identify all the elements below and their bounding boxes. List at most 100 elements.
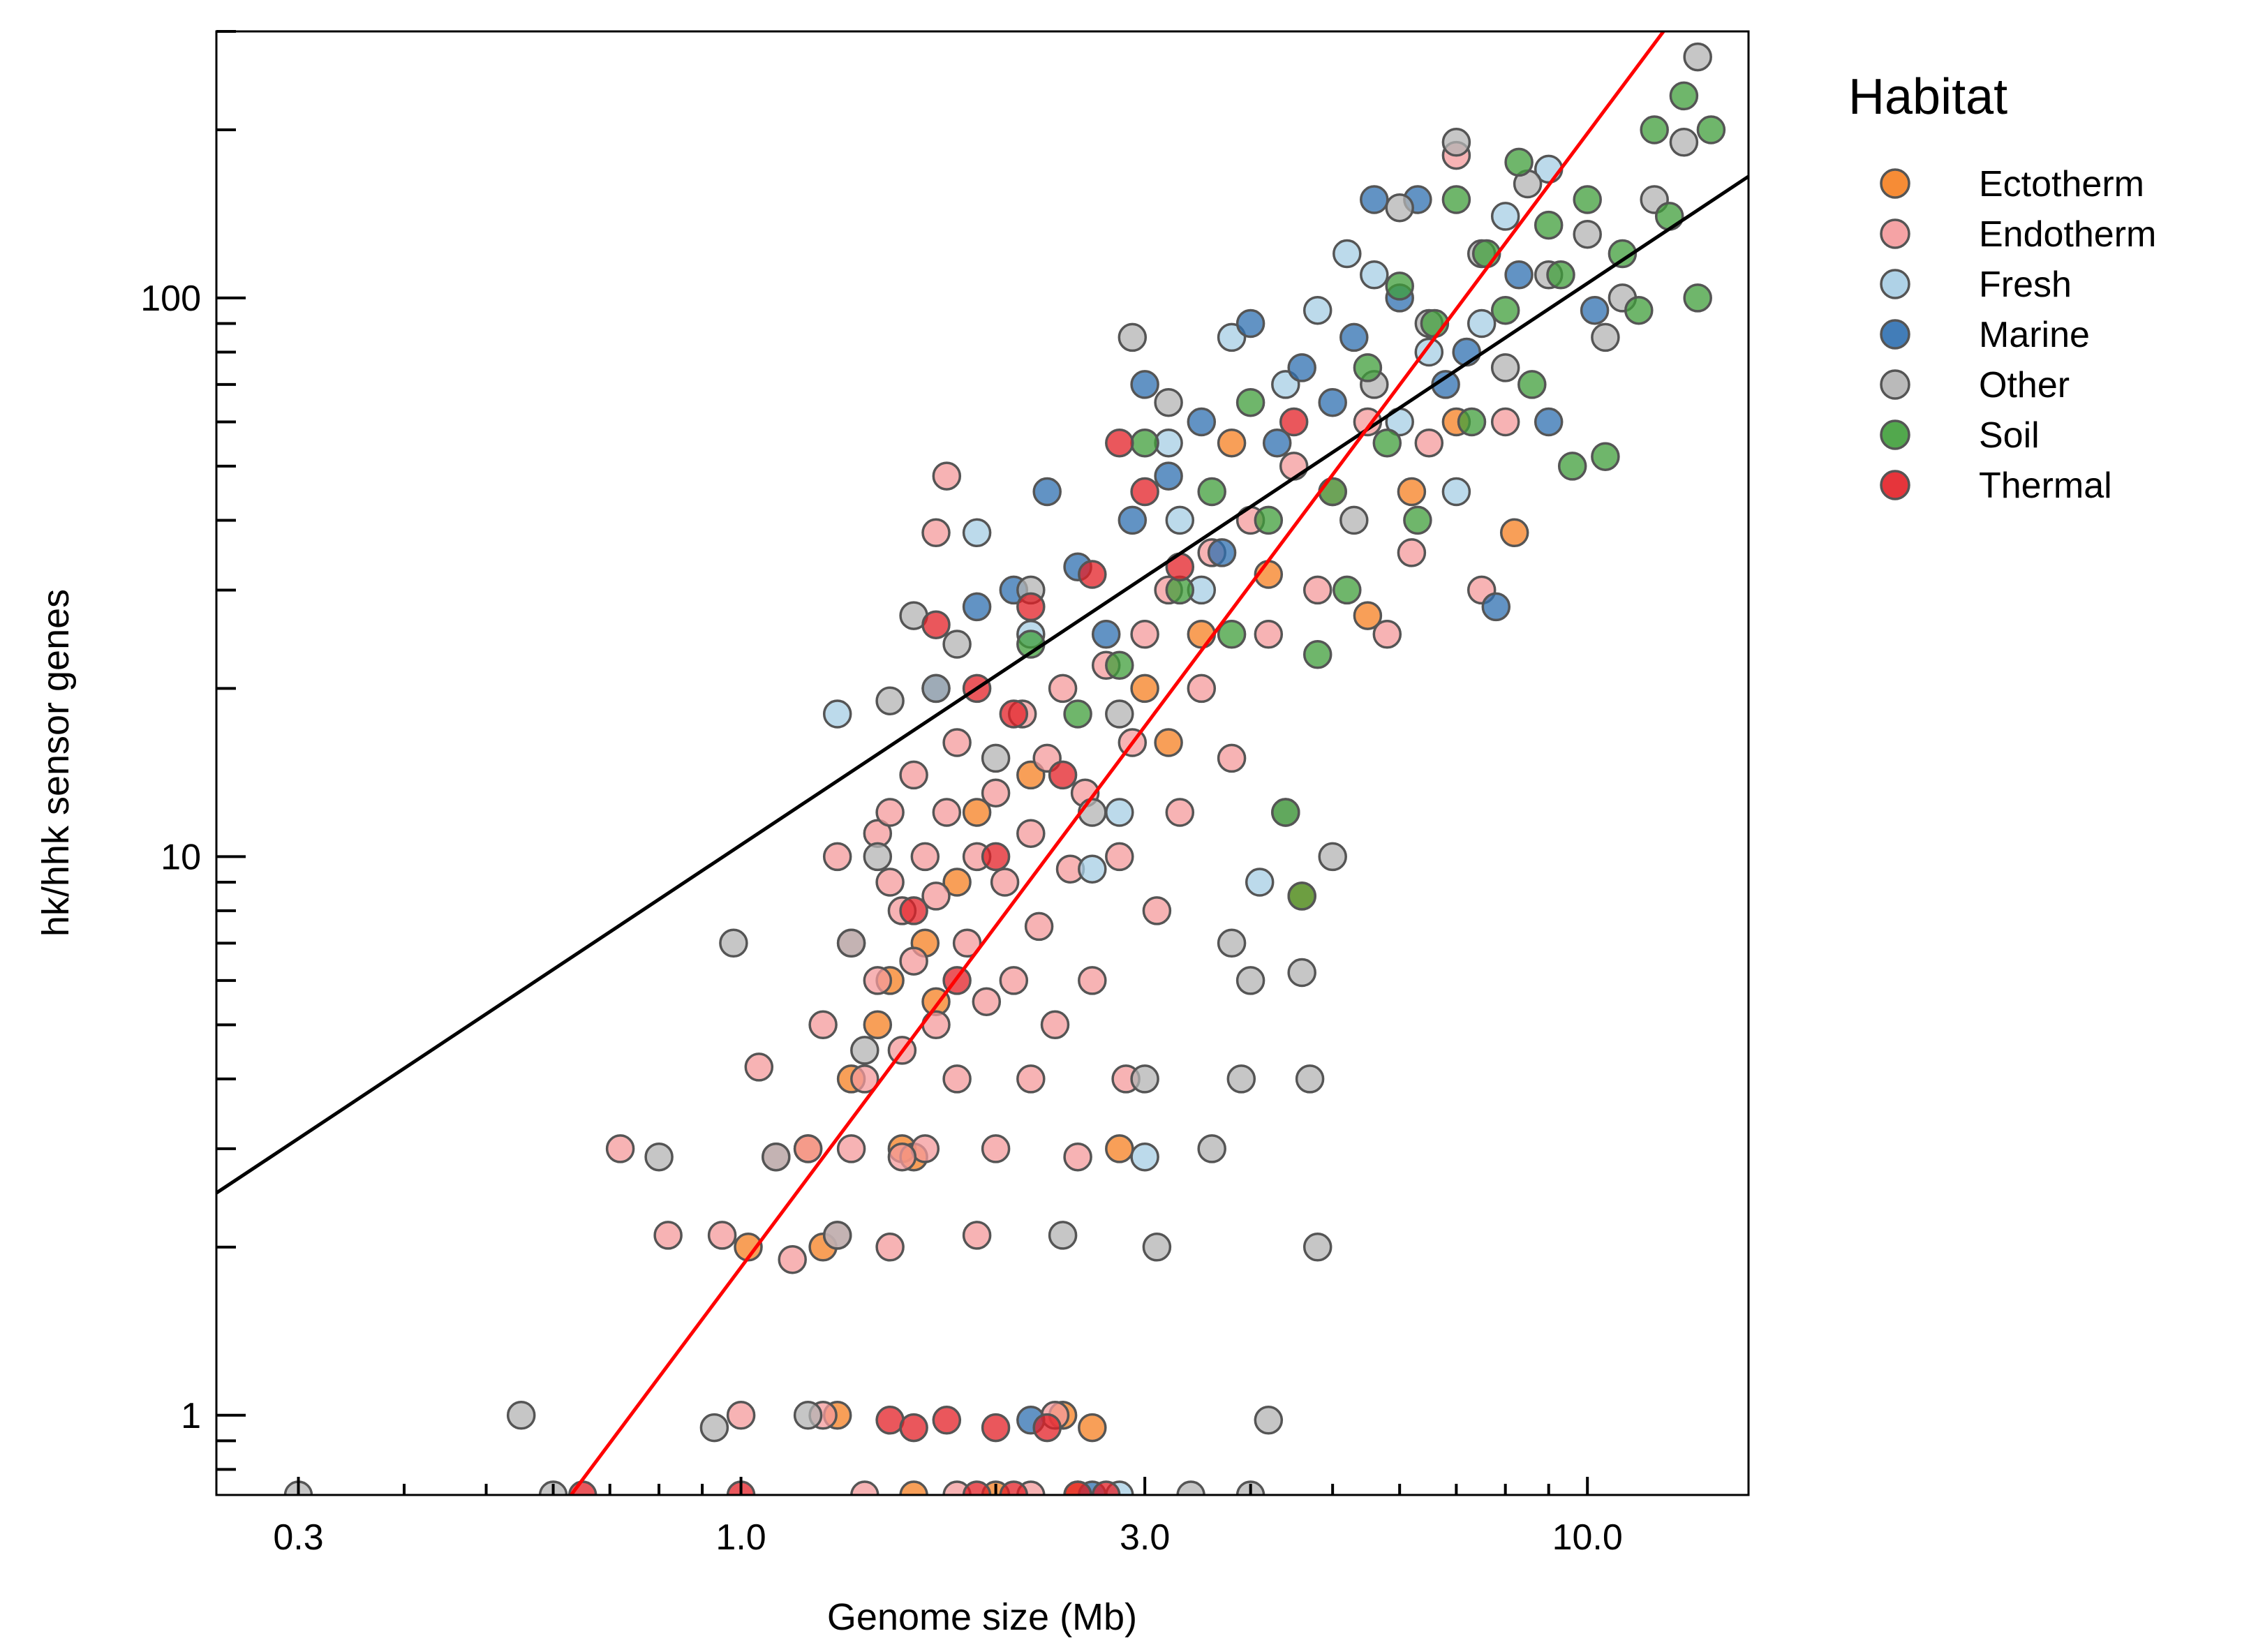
data-point-soil-23 (1504, 147, 1534, 177)
data-point-thermal-22 (899, 896, 928, 925)
legend-marker-thermal (1880, 470, 1910, 500)
data-point-thermal-19 (1165, 552, 1195, 582)
data-point-soil-3 (1130, 428, 1159, 458)
data-point-endotherm-21 (899, 946, 928, 976)
y-tick-label: 10 (161, 837, 201, 877)
data-point-endotherm-43 (1048, 674, 1078, 704)
legend-label-other: Other (1979, 365, 2070, 405)
y-tick-label: 100 (140, 278, 201, 319)
data-point-thermal-10 (1091, 1480, 1121, 1495)
data-point-thermal-2 (875, 1406, 905, 1435)
legend-label-soil: Soil (1979, 415, 2040, 456)
data-point-endotherm-67 (1414, 428, 1444, 458)
data-point-marine-24 (1580, 295, 1610, 325)
data-point-thermal-3 (899, 1413, 928, 1443)
data-point-other-4 (699, 1413, 729, 1443)
data-point-marine-14 (1318, 387, 1347, 417)
data-point-other-50 (1591, 322, 1620, 352)
data-point-other-26 (1197, 1134, 1226, 1163)
data-point-marine-9 (1187, 407, 1217, 437)
data-point-other-20 (1105, 699, 1134, 729)
data-point-other-7 (793, 1401, 823, 1430)
data-point-soil-28 (1573, 185, 1602, 214)
data-point-other-32 (1287, 958, 1316, 988)
legend-label-endotherm: Endotherm (1979, 214, 2156, 255)
legend-marker-ectotherm (1880, 168, 1910, 199)
x-axis-title: Genome size (Mb) (827, 1596, 1137, 1638)
data-point-other-1 (506, 1401, 536, 1430)
data-point-soil-6 (1217, 620, 1247, 649)
data-point-other-6 (762, 1142, 791, 1172)
data-point-other-48 (1669, 128, 1699, 157)
data-point-endotherm-6 (793, 1134, 823, 1163)
data-point-soil-24 (1517, 370, 1547, 399)
data-point-soil-25 (1534, 210, 1564, 240)
data-point-ectotherm-17 (1154, 728, 1183, 757)
legend-marker-other (1880, 369, 1910, 400)
data-point-endotherm-3 (744, 1052, 774, 1082)
data-point-endotherm-24 (921, 1010, 951, 1040)
data-point-endotherm-8 (822, 842, 852, 872)
data-point-other-30 (1254, 1406, 1284, 1435)
data-point-fresh-15 (1414, 337, 1444, 367)
data-point-endotherm-52 (1130, 620, 1159, 649)
data-point-fresh-0 (822, 699, 852, 729)
legend-marker-marine (1880, 319, 1910, 350)
data-point-marine-7 (1130, 370, 1159, 399)
data-point-fresh-1 (962, 518, 992, 548)
data-point-soil-27 (1557, 452, 1587, 481)
data-point-endotherm-27 (942, 1064, 972, 1094)
legend-marker-fresh (1880, 269, 1910, 299)
data-point-fresh-9 (1245, 868, 1275, 897)
data-point-endotherm-77 (707, 1221, 737, 1250)
data-point-endotherm-12 (850, 1064, 879, 1094)
data-point-endotherm-26 (932, 798, 962, 827)
data-point-endotherm-60 (1254, 620, 1284, 649)
data-point-soil-30 (1608, 239, 1638, 269)
data-point-soil-19 (1441, 185, 1471, 214)
data-point-soil-14 (1353, 353, 1383, 382)
data-point-other-22 (1130, 1064, 1159, 1094)
data-point-marine-1 (962, 592, 992, 622)
data-point-ectotherm-11 (962, 798, 992, 827)
legend-marker-endotherm (1880, 218, 1910, 249)
data-point-soil-15 (1372, 428, 1402, 458)
data-point-endotherm-42 (1040, 1010, 1070, 1040)
data-point-thermal-18 (1130, 477, 1159, 507)
data-point-endotherm-40 (1024, 911, 1054, 942)
legend-title: Habitat (1848, 69, 2007, 125)
data-point-ectotherm-15 (1105, 1134, 1134, 1163)
data-point-soil-22 (1490, 295, 1520, 325)
data-point-endotherm-28 (942, 728, 972, 757)
data-point-other-34 (1302, 1233, 1332, 1262)
data-point-marine-10 (1207, 538, 1237, 567)
data-point-other-11 (863, 842, 893, 872)
data-point-other-28 (1226, 1064, 1256, 1094)
data-point-other-29 (1235, 966, 1265, 995)
data-point-other-36 (1339, 505, 1369, 535)
legend-label-marine: Marine (1979, 315, 2090, 355)
data-point-fresh-4 (1105, 798, 1134, 827)
legend: Habitat Ectotherm Endotherm Fresh Marine Oth… (1848, 69, 2156, 506)
data-point-endotherm-16 (875, 868, 905, 897)
data-point-fresh-17 (1467, 308, 1497, 338)
data-point-other-49 (1683, 42, 1712, 72)
data-point-fresh-3 (1078, 854, 1107, 884)
data-point-endotherm-61 (1279, 452, 1309, 481)
data-point-endotherm-71 (932, 461, 962, 491)
data-point-fresh-16 (1441, 477, 1471, 507)
data-point-ectotherm-27 (899, 1480, 928, 1495)
data-point-endotherm-33 (981, 778, 1011, 808)
data-point-endotherm-38 (1016, 819, 1046, 848)
data-point-endotherm-35 (990, 868, 1020, 897)
data-point-soil-13 (1332, 575, 1362, 605)
data-point-other-21 (1118, 322, 1148, 352)
data-point-endotherm-5 (778, 1244, 807, 1274)
data-point-thermal-11 (921, 610, 951, 639)
data-point-other-16 (981, 743, 1011, 773)
data-point-other-19 (1078, 798, 1107, 827)
data-point-thermal-8 (1032, 1413, 1062, 1443)
y-tick-label: 1 (181, 1396, 201, 1436)
